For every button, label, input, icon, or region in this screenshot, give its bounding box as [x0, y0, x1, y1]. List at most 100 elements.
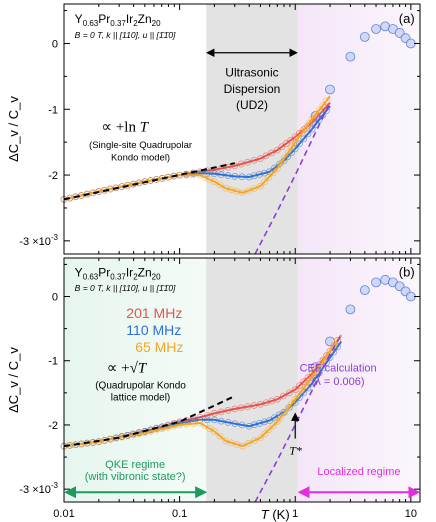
data-point-2	[305, 120, 313, 128]
data-point-2	[319, 101, 327, 109]
data-point-2	[273, 418, 281, 426]
x-tick-label: 1	[292, 508, 298, 520]
cef-point	[371, 277, 381, 288]
data-point-2	[308, 373, 316, 381]
panel-a-frame	[63, 3, 421, 255]
data-point-2	[291, 138, 299, 146]
data-point-1	[300, 135, 308, 143]
shade-qke	[64, 258, 207, 502]
panel-a-fit-note-line1: (Single-site Quadrupolar	[89, 140, 192, 151]
data-point-0	[262, 152, 270, 160]
data-point-1	[308, 125, 316, 133]
cef-point	[359, 285, 370, 296]
fit-line	[63, 162, 236, 201]
data-point-2	[281, 409, 288, 417]
qke-regime-line2: (with vibronic state?)	[85, 471, 186, 483]
data-point-2	[216, 181, 224, 189]
data-point-2	[261, 178, 269, 186]
data-point-0	[300, 378, 308, 385]
dispersion-title-line2: Dispersion	[224, 82, 281, 96]
cef-calc-line	[254, 102, 331, 255]
data-point-2	[295, 134, 302, 141]
data-point-2	[298, 129, 306, 137]
y-tick-label: 0	[52, 38, 58, 50]
series-line-1	[63, 340, 343, 448]
data-point-2	[251, 437, 258, 444]
data-point-1	[291, 145, 299, 153]
panel-a-y-axis-label: ΔC_v / C_v	[6, 96, 21, 162]
data-point-2	[302, 382, 309, 390]
tstar-label: T*	[289, 443, 302, 457]
cef-point	[405, 291, 416, 302]
data-point-0	[282, 140, 290, 147]
data-point-2	[305, 377, 313, 385]
x-tick-label: 0.1	[172, 508, 187, 520]
data-point-2	[211, 428, 218, 435]
data-point-2	[295, 391, 302, 399]
panel-b-frame	[63, 257, 421, 503]
y-tick-label: -3 ×10-3	[19, 481, 58, 496]
panel-a-material: Y0.63Pr0.37Ir2Zn20	[75, 12, 161, 28]
data-point-0	[300, 126, 308, 134]
x-tick-label: 10	[405, 508, 417, 520]
data-point-0	[285, 389, 293, 397]
data-point-2	[284, 404, 292, 412]
data-point-2	[334, 337, 341, 344]
data-point-2	[315, 363, 323, 370]
panel-a-label: (a)	[399, 11, 415, 26]
legend-65mhz: 65 MHz	[135, 339, 183, 355]
data-point-2	[265, 426, 273, 434]
data-point-0	[278, 143, 286, 151]
panel-b-material: Y0.63Pr0.37Ir2Zn20	[75, 265, 161, 281]
data-point-2	[251, 185, 258, 192]
cef-calc-note-line1: CEF calculation	[300, 362, 377, 374]
shade-ultrasonic-dispersion	[206, 258, 298, 502]
data-point-0	[291, 386, 299, 393]
panel-a-shading	[206, 4, 420, 254]
localized-regime-label: Localized regime	[317, 466, 400, 478]
shade-ultrasonic-dispersion	[206, 4, 298, 254]
panel-b-y-axis-label: ΔC_v / C_v	[6, 347, 21, 413]
cef-calc-note-line2: (λ = 0.006)	[312, 376, 365, 388]
y-tick-label: -2	[48, 420, 58, 432]
data-point-1	[323, 107, 330, 114]
panel-b-conditions: B = 0 T, k || [110], u || [1̄1̄0]	[75, 283, 176, 293]
data-point-2	[281, 154, 288, 162]
qke-regime-line1: QKE regime	[105, 459, 165, 471]
data-point-2	[302, 124, 309, 132]
panel-a-fit-note-line2: Kondo model)	[111, 152, 170, 163]
data-point-1	[312, 374, 320, 382]
data-point-1	[323, 359, 330, 367]
data-point-2	[312, 368, 320, 376]
x-tick-label: 0.01	[53, 508, 74, 520]
data-point-2	[323, 97, 330, 105]
data-point-2	[291, 395, 299, 403]
data-point-2	[312, 111, 320, 118]
panel-a-series	[60, 21, 416, 255]
y-tick-label: -2	[48, 170, 58, 182]
panel-b: -3 ×10-3 -2 -1 0 0.01 0.1 1 10 (b) Y0.63Pr0.37I…	[19, 257, 421, 522]
panel-a-ticks: -3 ×10-3 -2 -1 0	[19, 4, 420, 254]
series-line-2	[63, 334, 343, 448]
data-point-2	[269, 422, 277, 430]
cef-point	[371, 24, 381, 34]
data-point-1	[280, 408, 288, 416]
data-point-2	[269, 169, 277, 177]
panel-a-conditions: B = 0 T, k || [110], u || [1̄1̄0]	[75, 30, 176, 40]
data-point-2	[288, 400, 295, 408]
data-point-0	[268, 149, 276, 157]
data-point-2	[261, 430, 269, 438]
data-point-2	[284, 149, 292, 157]
dispersion-title-line1: Ultrasonic	[225, 66, 278, 80]
data-point-2	[245, 440, 252, 447]
data-point-1	[296, 140, 303, 148]
cef-point	[345, 51, 356, 62]
data-point-2	[288, 144, 295, 151]
data-point-2	[277, 413, 285, 421]
panel-a: -3 ×10-3 -2 -1 0 (a) Y0.63Pr0.37Ir2Zn20 B =…	[19, 3, 421, 255]
data-point-2	[216, 432, 224, 440]
panel-b-fit-note-line1: (Quadrupolar Kondo	[95, 381, 186, 392]
dispersion-title-line3: (UD2)	[236, 98, 268, 112]
data-point-2	[257, 434, 264, 442]
data-point-0	[287, 136, 295, 144]
